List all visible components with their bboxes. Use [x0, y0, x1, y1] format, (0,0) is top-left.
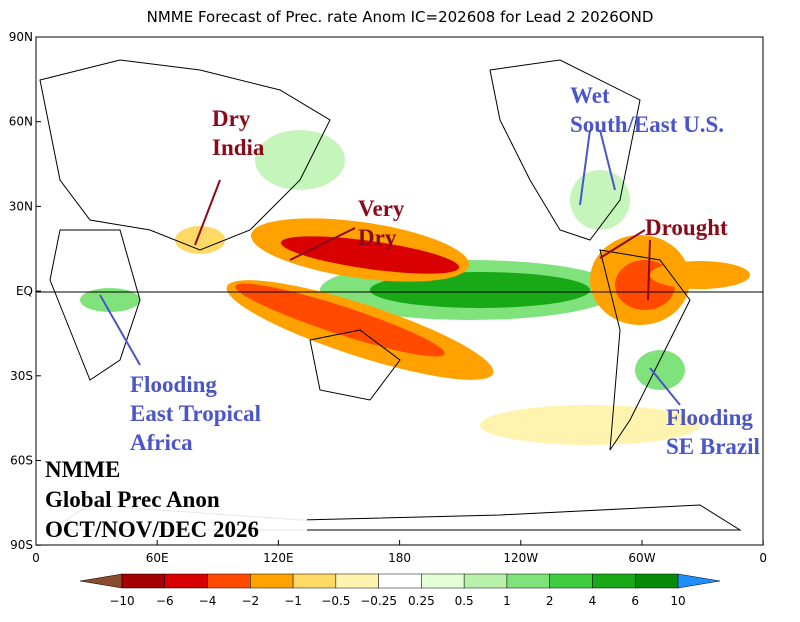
colorbar-label: 10: [670, 594, 685, 608]
annotation: South/East U.S.: [570, 112, 724, 137]
lon-label: 120E: [263, 551, 294, 565]
lat-label: EQ: [16, 284, 33, 298]
colorbar-label: −6: [156, 594, 174, 608]
colorbar-cell: [207, 573, 251, 589]
annotation: Africa: [130, 430, 193, 455]
lat-label: 60S: [10, 454, 33, 468]
colorbar-label: 1: [503, 594, 511, 608]
lat-label: 90S: [10, 538, 33, 552]
colorbar-label: 0.25: [408, 594, 435, 608]
colorbar-label: −10: [109, 594, 134, 608]
annotations: Dry India Very Dry Drought Wet South/East U.S.…: [130, 83, 760, 459]
annotation: Wet: [570, 83, 610, 108]
lon-label: 0: [32, 551, 40, 565]
colorbar-cell: [677, 573, 721, 589]
colorbar-cell: [250, 573, 294, 589]
title: NMME Forecast of Prec. rate Anom IC=2026…: [147, 8, 654, 26]
lat-label: 90N: [9, 30, 33, 44]
lon-label: 60W: [628, 551, 655, 565]
colorbar-label: −1: [284, 594, 302, 608]
colorbar-label: 4: [589, 594, 597, 608]
annotation: Flooding: [130, 372, 217, 397]
colorbar-cell: [592, 573, 636, 589]
colorbar-cell: [421, 573, 465, 589]
colorbar-cell: [164, 573, 208, 589]
colorbar-label: 0.5: [455, 594, 474, 608]
colorbar-cell: [79, 573, 123, 589]
colorbar-label: −0.5: [321, 594, 350, 608]
colorbar-cell: [335, 573, 379, 589]
colorbar-cell: [549, 573, 593, 589]
lon-label: 0: [759, 551, 767, 565]
lat-label: 30N: [9, 199, 33, 213]
annotation: Very: [358, 196, 405, 221]
lat-label: 30S: [10, 369, 33, 383]
annotation: Dry: [358, 225, 397, 250]
colorbar-label: 2: [546, 594, 554, 608]
info-text: OCT/NOV/DEC 2026: [45, 517, 259, 542]
leaders: [99, 129, 681, 406]
annotation: Dry: [212, 106, 251, 131]
colorbar-cell: [463, 573, 508, 589]
annotation: India: [212, 135, 265, 160]
colorbar-label: 6: [631, 594, 639, 608]
colorbar-cell: [634, 573, 679, 589]
colorbar-cell: [121, 573, 166, 589]
annotation: Drought: [645, 215, 728, 240]
colorbar-label: −4: [199, 594, 217, 608]
lon-label: 120W: [503, 551, 538, 565]
lon-label: 60E: [146, 551, 169, 565]
annotation: Flooding: [666, 405, 753, 430]
lat-label: 60N: [9, 115, 33, 129]
colorbar-cell: [506, 573, 550, 589]
annotation: East Tropical: [130, 401, 261, 426]
info-box: [42, 455, 307, 539]
info-text: Global Prec Anon: [45, 487, 220, 512]
colorbar-label: −2: [241, 594, 259, 608]
colorbar-cell: [378, 573, 422, 589]
colorbar-cell: [292, 573, 337, 589]
colorbar-label: −0.25: [360, 594, 397, 608]
lon-label: 180: [388, 551, 411, 565]
annotation: SE Brazil: [666, 434, 760, 459]
info-text: NMME: [45, 457, 120, 482]
